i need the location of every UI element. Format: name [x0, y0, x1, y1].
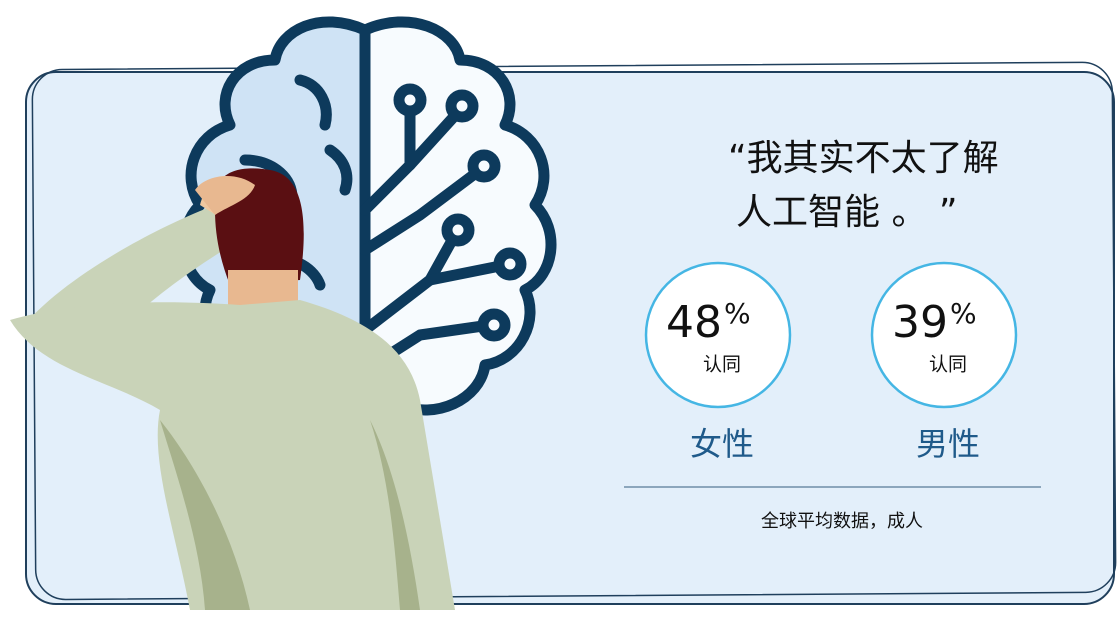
- stat-group: 男性: [916, 425, 980, 463]
- quote-line: 人工智能 。 ”: [736, 192, 958, 233]
- footnote: 全球平均数据，成人: [761, 511, 923, 532]
- stat-group: 女性: [690, 425, 754, 463]
- stat-circle: [870, 261, 1018, 409]
- quote-line: “我其实不太了解: [728, 138, 999, 179]
- stat-unit: %: [724, 297, 751, 330]
- stat-caption: 认同: [703, 354, 741, 376]
- stat-circle: [644, 261, 792, 409]
- stat-unit: %: [950, 297, 977, 330]
- stat-value: 48: [666, 297, 722, 348]
- person-illustration: [10, 168, 455, 610]
- stat-caption: 认同: [929, 354, 967, 376]
- stat-value: 39: [892, 297, 948, 348]
